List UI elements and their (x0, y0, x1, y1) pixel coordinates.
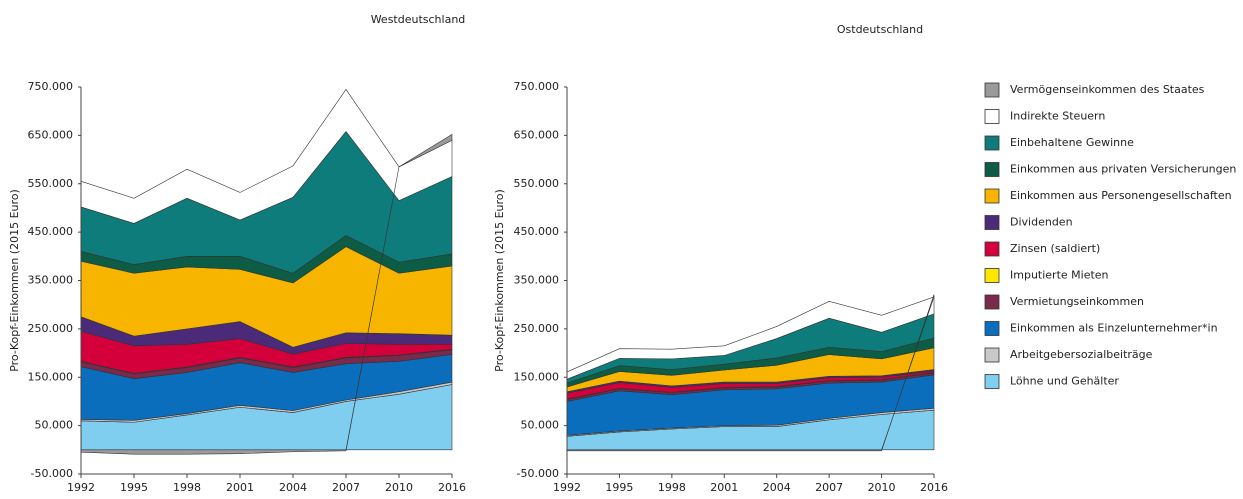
y-tick-label: 150.000 (514, 370, 560, 383)
legend-label: Arbeitgebersozialbeiträge (1010, 348, 1153, 361)
chart-title: Ostdeutschland (837, 23, 923, 36)
y-tick-label: -50.000 (31, 467, 73, 480)
x-tick-label: 1995 (120, 481, 148, 494)
area (80, 133, 453, 455)
y-tick-label: 350.000 (514, 274, 560, 287)
x-tick-label: 2007 (332, 481, 360, 494)
area (80, 88, 453, 224)
x-tick-label: 2010 (868, 481, 896, 494)
y-tick-label: 50.000 (521, 419, 560, 432)
y-tick-label: 650.000 (514, 128, 560, 141)
legend-label: Dividenden (1010, 216, 1073, 229)
y-tick-label: 550.000 (28, 177, 74, 190)
y-tick-label: 250.000 (28, 322, 74, 335)
x-tick-label: 2004 (279, 481, 307, 494)
legend-swatch (984, 135, 1000, 151)
y-axis-label: Pro-Kopf-Einkommen (2015 Euro) (8, 189, 21, 372)
legend-swatch (984, 109, 1000, 124)
legend-label: Einkommen aus Personengesellschaften (1010, 189, 1232, 202)
legend-label: Imputierte Mieten (1010, 269, 1109, 282)
legend-label: Indirekte Steuern (1010, 110, 1105, 123)
legend-swatch (984, 268, 1000, 283)
x-tick-label: 2004 (763, 481, 791, 494)
y-tick-label: 750.000 (28, 80, 74, 93)
y-tick-label: 250.000 (514, 322, 560, 335)
y-tick-label: 450.000 (28, 225, 74, 238)
y-tick-label: 750.000 (514, 80, 560, 93)
x-tick-label: 2007 (815, 481, 843, 494)
legend-swatch (984, 294, 1000, 310)
x-tick-label: 1995 (605, 481, 633, 494)
x-tick-label: 1992 (67, 481, 95, 494)
y-tick-label: -50.000 (517, 467, 559, 480)
legend-label: Löhne und Gehälter (1010, 375, 1119, 388)
y-tick-label: 150.000 (28, 370, 74, 383)
legend-swatch (984, 374, 1000, 389)
y-tick-label: 450.000 (514, 225, 560, 238)
legend-label: Einbehaltene Gewinne (1010, 136, 1134, 149)
x-tick-label: 2016 (920, 481, 948, 494)
legend-swatch (984, 162, 1000, 177)
y-tick-label: 350.000 (28, 274, 74, 287)
legend-label: Vermietungseinkommen (1010, 295, 1144, 308)
x-tick-label: 1998 (658, 481, 686, 494)
legend-swatch (984, 82, 1000, 98)
legend-swatch (984, 321, 1000, 336)
legend-label: Einkommen als Einzelunternehmer*in (1010, 322, 1218, 335)
legend-swatch (984, 188, 1000, 204)
legend-label: Vermögenseinkommen des Staates (1010, 83, 1205, 96)
y-tick-label: 650.000 (28, 128, 74, 141)
x-tick-label: 1992 (553, 481, 581, 494)
x-tick-label: 2016 (438, 481, 466, 494)
y-tick-label: 50.000 (35, 419, 74, 432)
legend-swatch (984, 215, 1000, 230)
legend-label: Zinsen (saldiert) (1010, 242, 1100, 255)
y-tick-label: 550.000 (514, 177, 560, 190)
area (566, 296, 935, 380)
x-tick-label: 1998 (173, 481, 201, 494)
legend-label: Einkommen aus privaten Versicherungen (1010, 163, 1236, 176)
legend-swatch (984, 241, 1000, 257)
chart-title: Westdeutschland (371, 13, 466, 26)
legend-swatch (984, 347, 1000, 363)
y-axis-label: Pro-Kopf-Einkommen (2015 Euro) (493, 189, 506, 372)
x-tick-label: 2001 (710, 481, 738, 494)
x-tick-label: 2010 (385, 481, 413, 494)
area (566, 294, 935, 452)
x-tick-label: 2001 (226, 481, 254, 494)
